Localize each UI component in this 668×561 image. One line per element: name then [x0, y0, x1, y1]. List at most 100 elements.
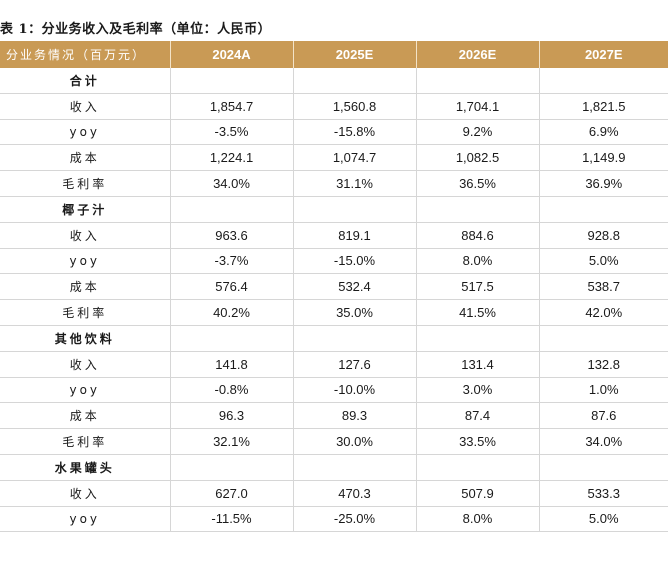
value-cell: [415, 196, 539, 223]
value-cell: 87.6: [538, 402, 668, 430]
value-cell: [538, 68, 668, 94]
header-cell-2026e: 2026E: [415, 41, 539, 68]
header-cell-2024a: 2024A: [169, 41, 293, 68]
value-cell: 34.0%: [538, 428, 668, 455]
table-row: 收入 1,854.7 1,560.8 1,704.1 1,821.5: [0, 93, 668, 120]
table-row: yoy -3.7% -15.0% 8.0% 5.0%: [0, 248, 668, 275]
row-label: yoy: [0, 119, 170, 146]
header-cell-2027e: 2027E: [538, 41, 668, 68]
value-cell: 5.0%: [538, 248, 668, 275]
value-cell: 127.6: [292, 351, 416, 378]
row-label: 成本: [0, 402, 170, 430]
value-cell: 1,821.5: [538, 93, 668, 120]
row-label: 收入: [0, 351, 170, 378]
value-cell: -25.0%: [292, 506, 416, 533]
value-cell: 8.0%: [415, 506, 539, 533]
value-cell: [538, 196, 668, 223]
value-cell: [538, 454, 668, 481]
row-label: 毛利率: [0, 299, 170, 326]
value-cell: [292, 68, 416, 94]
row-label: yoy: [0, 377, 170, 404]
value-cell: [415, 68, 539, 94]
row-label: 收入: [0, 93, 170, 120]
segment-revenue-table: 分业务情况（百万元） 2024A 2025E 2026E 2027E 合计 收入 1…: [0, 41, 668, 533]
value-cell: 884.6: [415, 222, 539, 249]
row-label: yoy: [0, 248, 170, 275]
value-cell: -11.5%: [169, 506, 293, 533]
row-label: 毛利率: [0, 428, 170, 455]
table-row: yoy -0.8% -10.0% 3.0% 1.0%: [0, 377, 668, 404]
value-cell: 819.1: [292, 222, 416, 249]
value-cell: [169, 68, 293, 94]
value-cell: 9.2%: [415, 119, 539, 146]
value-cell: 533.3: [538, 480, 668, 507]
value-cell: 1,704.1: [415, 93, 539, 120]
section-label: 椰子汁: [0, 196, 170, 223]
value-cell: 87.4: [415, 402, 539, 430]
value-cell: -0.8%: [169, 377, 293, 404]
value-cell: 131.4: [415, 351, 539, 378]
value-cell: 33.5%: [415, 428, 539, 455]
value-cell: -15.8%: [292, 119, 416, 146]
section-label: 合计: [0, 68, 170, 94]
table-row: 毛利率 32.1% 30.0% 33.5% 34.0%: [0, 428, 668, 455]
value-cell: 42.0%: [538, 299, 668, 326]
value-cell: -15.0%: [292, 248, 416, 275]
value-cell: 36.5%: [415, 170, 539, 197]
section-label: 其他饮料: [0, 325, 170, 352]
value-cell: 141.8: [169, 351, 293, 378]
value-cell: [169, 325, 293, 352]
value-cell: 928.8: [538, 222, 668, 249]
value-cell: [538, 325, 668, 352]
value-cell: 576.4: [169, 273, 293, 301]
value-cell: 6.9%: [538, 119, 668, 146]
value-cell: 96.3: [169, 402, 293, 430]
table-row: 毛利率 34.0% 31.1% 36.5% 36.9%: [0, 170, 668, 197]
value-cell: 517.5: [415, 273, 539, 301]
table-row: yoy -11.5% -25.0% 8.0% 5.0%: [0, 506, 668, 533]
value-cell: 36.9%: [538, 170, 668, 197]
table-row: 成本 576.4 532.4 517.5 538.7: [0, 273, 668, 301]
value-cell: [292, 454, 416, 481]
value-cell: 470.3: [292, 480, 416, 507]
table-header: 分业务情况（百万元） 2024A 2025E 2026E 2027E: [0, 41, 668, 68]
table-row: 收入 141.8 127.6 131.4 132.8: [0, 351, 668, 378]
value-cell: 30.0%: [292, 428, 416, 455]
header-cell-category: 分业务情况（百万元）: [0, 41, 170, 68]
value-cell: [292, 325, 416, 352]
section-label: 水果罐头: [0, 454, 170, 481]
value-cell: -3.5%: [169, 119, 293, 146]
row-label: 成本: [0, 273, 170, 301]
value-cell: 1,560.8: [292, 93, 416, 120]
section-header-row: 其他饮料: [0, 325, 668, 352]
table-row: 收入 627.0 470.3 507.9 533.3: [0, 480, 668, 507]
section-header-row: 椰子汁: [0, 196, 668, 223]
table-row: 成本 1,224.1 1,074.7 1,082.5 1,149.9: [0, 144, 668, 172]
row-label: 毛利率: [0, 170, 170, 197]
row-label: 成本: [0, 144, 170, 172]
value-cell: 34.0%: [169, 170, 293, 197]
section-header-row: 水果罐头: [0, 454, 668, 481]
value-cell: 8.0%: [415, 248, 539, 275]
value-cell: [292, 196, 416, 223]
row-label: 收入: [0, 222, 170, 249]
value-cell: [415, 454, 539, 481]
value-cell: [169, 196, 293, 223]
value-cell: 1,854.7: [169, 93, 293, 120]
value-cell: 627.0: [169, 480, 293, 507]
value-cell: 35.0%: [292, 299, 416, 326]
value-cell: 5.0%: [538, 506, 668, 533]
row-label: 收入: [0, 480, 170, 507]
value-cell: 507.9: [415, 480, 539, 507]
value-cell: 1,082.5: [415, 144, 539, 172]
table-body: 合计 收入 1,854.7 1,560.8 1,704.1 1,821.5 yoy -3.5%…: [0, 68, 668, 533]
header-cell-2025e: 2025E: [292, 41, 416, 68]
value-cell: 1,149.9: [538, 144, 668, 172]
section-header-row: 合计: [0, 68, 668, 94]
value-cell: -3.7%: [169, 248, 293, 275]
table-caption: 表 1：分业务收入及毛利率（单位：人民币）: [0, 22, 272, 37]
value-cell: 40.2%: [169, 299, 293, 326]
row-label: yoy: [0, 506, 170, 533]
value-cell: 3.0%: [415, 377, 539, 404]
value-cell: 1,074.7: [292, 144, 416, 172]
